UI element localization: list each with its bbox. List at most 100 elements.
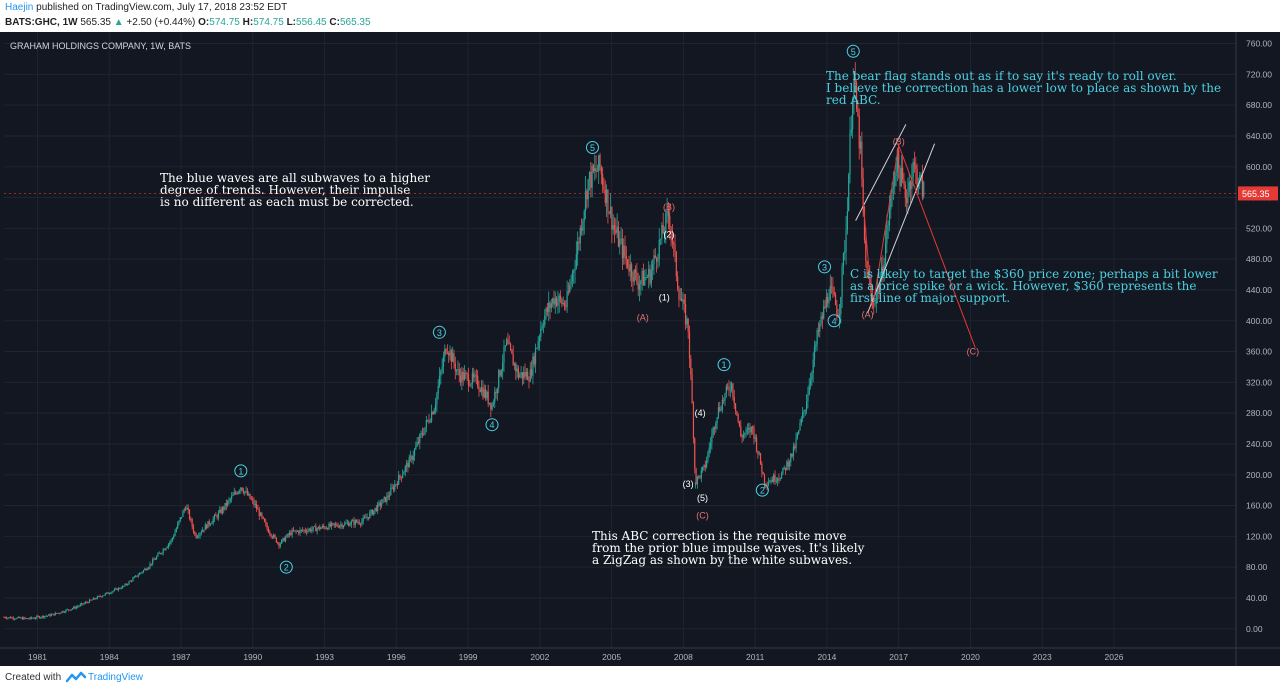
candle-body <box>329 523 331 527</box>
candle-body <box>880 266 883 280</box>
candle-body <box>703 464 705 468</box>
candle-body <box>256 504 258 510</box>
tradingview-link[interactable]: TradingView <box>88 672 144 683</box>
candle-body <box>863 206 866 241</box>
candle-body <box>824 306 826 308</box>
candle-body <box>137 575 139 577</box>
candle-body <box>524 371 526 377</box>
candle-body <box>340 524 342 526</box>
candle-body <box>675 252 677 277</box>
chart-background <box>0 32 1280 666</box>
candle-body <box>694 438 696 469</box>
candle-body <box>354 520 356 525</box>
author-link[interactable]: Haejin <box>5 2 34 13</box>
candle-body <box>773 474 775 482</box>
candle-body <box>528 380 530 382</box>
y-tick-label: 600.00 <box>1246 162 1272 172</box>
candle-body <box>730 383 733 390</box>
candle-body <box>308 528 310 531</box>
candle-body <box>190 519 192 520</box>
candle-body <box>913 161 916 166</box>
candle-body <box>611 207 613 230</box>
candle-body <box>516 368 518 372</box>
candle-body <box>431 411 433 421</box>
candle-body <box>904 184 906 198</box>
y-tick-label: 640.00 <box>1246 131 1272 141</box>
candle-body <box>104 593 106 596</box>
price-chart[interactable]: 760.00720.00680.00640.00600.00560.00520.… <box>0 32 1280 666</box>
candle-body <box>845 229 847 252</box>
candle-body <box>288 532 291 536</box>
candle-body <box>531 369 533 376</box>
candle-body <box>661 225 663 239</box>
candle-body <box>612 225 614 230</box>
wave-label: 1 <box>722 360 727 370</box>
candle-body <box>396 483 399 485</box>
candle-body <box>46 615 49 617</box>
candle-body <box>603 185 605 190</box>
candle-body <box>320 527 322 530</box>
candle-body <box>344 522 346 526</box>
candle-body <box>187 507 189 511</box>
candle-body <box>533 356 535 365</box>
candle-body <box>363 517 366 519</box>
candle-body <box>521 372 523 379</box>
annotation-text: I believe the correction has a lower low… <box>826 81 1221 95</box>
x-tick-label: 2011 <box>746 652 765 662</box>
candle-body <box>257 509 259 510</box>
candle-body <box>215 515 217 516</box>
candle-body <box>281 539 283 544</box>
candle-body <box>445 349 447 354</box>
candle-body <box>71 608 74 610</box>
chart-area[interactable]: 760.00720.00680.00640.00600.00560.00520.… <box>0 32 1280 666</box>
candle-body <box>820 316 822 324</box>
candle-body <box>207 521 209 529</box>
candle-body <box>307 530 309 533</box>
candle-body <box>121 586 124 589</box>
candle-body <box>287 534 289 536</box>
candle-body <box>469 385 471 387</box>
candle-body <box>859 141 862 149</box>
candle-body <box>499 370 501 376</box>
candle-body <box>265 521 267 525</box>
candle-body <box>250 498 252 500</box>
candle-body <box>224 502 226 510</box>
y-tick-label: 720.00 <box>1246 69 1272 79</box>
candle-body <box>20 617 22 619</box>
x-tick-label: 1990 <box>243 652 262 662</box>
candle-body <box>220 509 222 514</box>
candle-body <box>332 523 334 524</box>
candle-body <box>855 82 858 109</box>
candle-body <box>767 482 770 486</box>
candle-body <box>636 272 638 283</box>
candle-body <box>599 155 601 168</box>
candle-body <box>266 524 268 529</box>
candle-body <box>69 609 71 611</box>
x-tick-label: 1984 <box>100 652 119 662</box>
candle-body <box>225 502 227 506</box>
candle-body <box>242 490 245 493</box>
candle-body <box>334 524 337 526</box>
candle-body <box>916 168 918 187</box>
candle-body <box>825 297 827 308</box>
candle-body <box>637 282 639 290</box>
candle-body <box>157 553 159 557</box>
candle-body <box>780 473 783 479</box>
candle-body <box>298 531 300 534</box>
x-tick-label: 1981 <box>28 652 47 662</box>
wave-label: (A) <box>637 313 649 323</box>
candle-body <box>41 615 43 618</box>
candle-body <box>905 197 908 204</box>
bear-flag-lower-line <box>867 143 936 314</box>
candle-body <box>561 299 563 305</box>
candle-body <box>113 589 116 591</box>
candle-body <box>742 434 745 438</box>
candle-body <box>566 291 568 308</box>
candle-body <box>502 363 504 371</box>
candle-body <box>466 373 468 375</box>
candle-body <box>27 618 29 620</box>
y-tick-label: 0.00 <box>1246 624 1263 634</box>
candle-body <box>359 523 362 525</box>
candle-body <box>915 165 917 169</box>
candle-body <box>306 531 308 533</box>
